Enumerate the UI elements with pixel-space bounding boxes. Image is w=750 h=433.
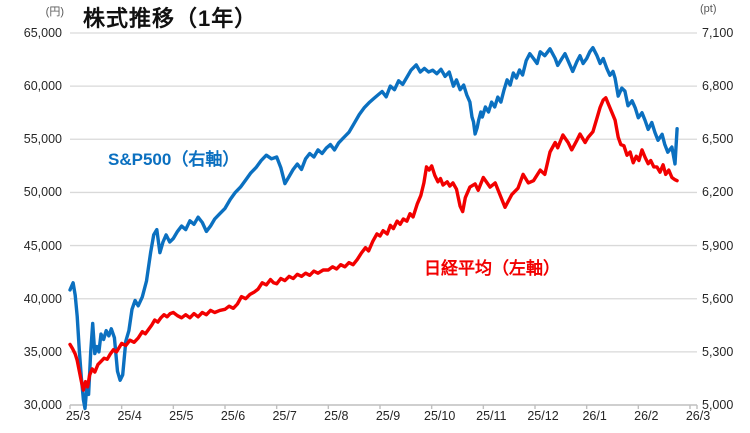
right-axis-tick: 5,600 xyxy=(702,291,734,306)
left-axis-tick: 65,000 xyxy=(23,26,62,40)
left-axis-tick: 50,000 xyxy=(23,185,62,200)
left-axis-tick: 40,000 xyxy=(23,291,62,306)
right-axis-tick: 6,500 xyxy=(702,132,734,147)
left-axis-tick: 35,000 xyxy=(23,344,62,359)
left-axis-tick: 60,000 xyxy=(23,79,62,94)
x-axis-tick: 26/2 xyxy=(634,409,659,423)
x-axis-tick: 25/3 xyxy=(65,409,91,423)
right-axis-tick: 6,800 xyxy=(702,79,734,94)
left-axis-tick: 45,000 xyxy=(23,238,62,253)
x-axis-tick: 25/8 xyxy=(324,409,349,423)
right-axis-unit-label: (pt) xyxy=(700,3,717,15)
x-axis-tick: 25/9 xyxy=(375,409,401,423)
right-axis-tick: 5,900 xyxy=(702,238,734,253)
x-axis-tick: 25/4 xyxy=(117,409,142,423)
x-axis-tick: 25/11 xyxy=(476,409,507,423)
x-axis-tick: 26/3 xyxy=(685,409,711,423)
nikkei-series-label: 日経平均（左軸） xyxy=(424,259,560,278)
sp500-line xyxy=(68,46,679,411)
left-axis-tick: 30,000 xyxy=(23,398,62,412)
x-axis-tick: 25/7 xyxy=(272,409,297,423)
right-axis-tick: 7,100 xyxy=(702,26,734,40)
right-axis-tick: 6,200 xyxy=(702,185,734,200)
x-axis-tick: 25/6 xyxy=(220,409,246,423)
right-axis-tick: 5,300 xyxy=(702,344,734,359)
chart-title: 株式推移（1年） xyxy=(83,6,258,31)
x-axis-tick: 26/1 xyxy=(582,409,607,423)
sp500-series-label: S&P500（右軸） xyxy=(108,150,240,169)
right-axis-tick: 5,000 xyxy=(702,398,734,412)
left-axis-unit-label: (円) xyxy=(45,6,64,18)
x-axis-tick: 25/5 xyxy=(169,409,194,423)
x-axis-tick: 25/10 xyxy=(424,409,456,423)
left-axis-tick: 55,000 xyxy=(23,132,62,147)
nikkei-line xyxy=(68,96,679,392)
x-axis-tick: 25/12 xyxy=(527,409,559,423)
